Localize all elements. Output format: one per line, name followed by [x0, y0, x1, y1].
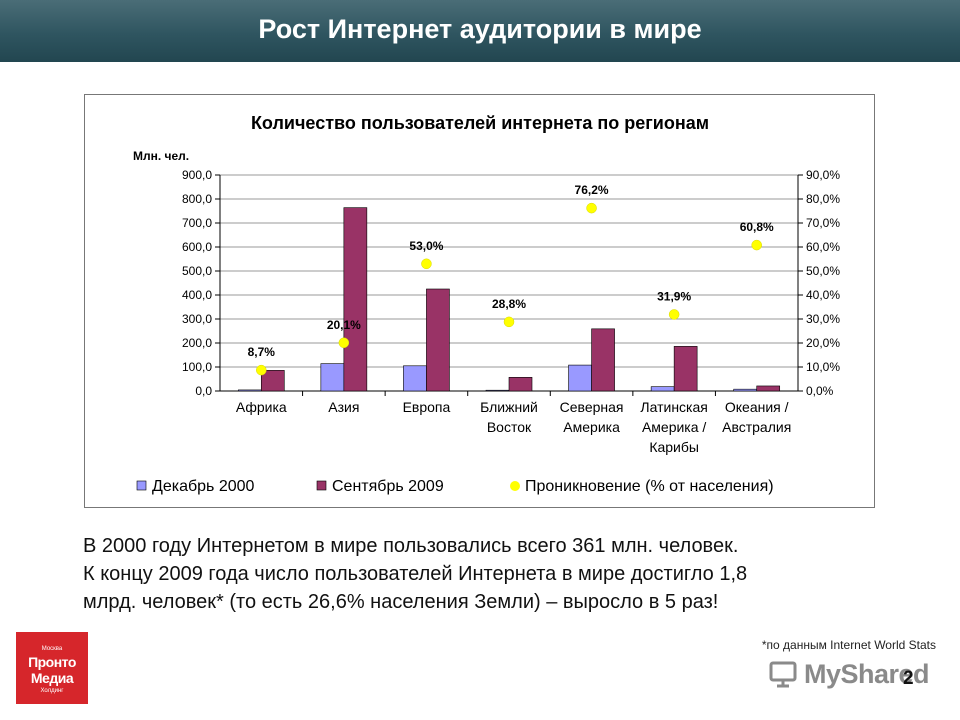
- bar-dec-2000: [650, 386, 675, 392]
- y-tick-label: 300,0: [182, 312, 212, 326]
- y2-tick-label: 60,0%: [806, 240, 840, 254]
- slide-title: Рост Интернет аудитории в мире: [258, 14, 702, 44]
- bar-sep-2009: [591, 328, 615, 392]
- penetration-point: [751, 239, 762, 251]
- penetration-point: [668, 309, 680, 320]
- y2-tick-label: 90,0%: [806, 168, 840, 182]
- penetration-point: [256, 364, 267, 376]
- presentation-icon: [769, 661, 797, 688]
- legend-label: Проникновение (% от населения): [525, 478, 774, 495]
- legend-swatch: [136, 480, 147, 491]
- y-tick-label: 200,0: [182, 336, 212, 350]
- logo-bottom-text: Холдинг: [40, 688, 64, 694]
- data-label: 53,0%: [409, 239, 443, 253]
- x-tick-label: Америка: [563, 419, 620, 435]
- y2-tick-label: 40,0%: [806, 288, 840, 302]
- data-label: 60,8%: [740, 220, 774, 234]
- y-tick-label: 400,0: [182, 288, 212, 302]
- body-line-3: млрд. человек* (то есть 26,6% населения …: [83, 591, 719, 613]
- legend-label: Декабрь 2000: [152, 478, 255, 495]
- logo-line-2: Медиа: [30, 670, 74, 686]
- bar-sep-2009: [426, 288, 450, 392]
- bar-sep-2009: [343, 207, 368, 392]
- y-tick-label: 700,0: [182, 216, 212, 230]
- x-tick-label: Австралия: [722, 419, 791, 435]
- x-tick-label: Океания /: [725, 399, 789, 415]
- x-tick-label: Ближний: [480, 399, 538, 415]
- y2-tick-label: 30,0%: [806, 312, 840, 326]
- myshared-watermark: MyShared: [768, 656, 930, 692]
- y-tick-label: 800,0: [182, 192, 212, 206]
- x-tick-label: Северная: [560, 399, 624, 415]
- y2-tick-label: 0,0%: [806, 384, 834, 398]
- x-tick-label: Карибы: [649, 439, 699, 455]
- data-label: 28,8%: [492, 297, 526, 311]
- x-tick-label: Восток: [487, 419, 532, 435]
- y2-tick-label: 80,0%: [806, 192, 840, 206]
- bar-sep-2009: [756, 385, 781, 392]
- data-label: 20,1%: [327, 318, 361, 332]
- y-axis-label: Млн. чел.: [133, 149, 189, 163]
- x-tick-label: Латинская: [640, 399, 707, 415]
- pronto-media-logo: Москва Пронто Медиа Холдинг: [16, 632, 88, 704]
- bar-sep-2009: [260, 370, 285, 392]
- bar-sep-2009: [508, 377, 533, 392]
- data-label: 31,9%: [657, 289, 691, 303]
- plot-area: [219, 174, 799, 392]
- bar-dec-2000: [403, 365, 427, 392]
- logo-line-1: Пронто: [28, 654, 76, 670]
- page-number: 2: [903, 668, 914, 689]
- bar-dec-2000: [320, 363, 345, 392]
- y-tick-label: 100,0: [182, 360, 212, 374]
- penetration-point: [421, 258, 432, 270]
- y-tick-label: 600,0: [182, 240, 212, 254]
- x-tick-label: Европа: [403, 399, 451, 415]
- bar-dec-2000: [237, 389, 262, 392]
- chart-frame: Количество пользователей интернета по ре…: [84, 94, 875, 508]
- y-tick-label: 0,0: [195, 384, 212, 398]
- legend-swatch: [316, 480, 327, 491]
- y2-tick-label: 50,0%: [806, 264, 840, 278]
- bar-dec-2000: [485, 389, 510, 392]
- penetration-point: [338, 337, 350, 349]
- penetration-point: [503, 316, 515, 328]
- x-tick-label: Азия: [328, 399, 359, 415]
- legend-label: Сентябрь 2009: [332, 478, 444, 495]
- body-text: В 2000 году Интернетом в мире пользовали…: [83, 532, 883, 616]
- y2-tick-label: 70,0%: [806, 216, 840, 230]
- watermark-text: MyShared: [804, 658, 930, 689]
- chart-title: Количество пользователей интернета по ре…: [251, 113, 709, 133]
- source-footnote: *по данным Internet World Stats: [761, 638, 936, 652]
- bar-sep-2009: [673, 346, 698, 392]
- title-bar: Рост Интернет аудитории в мире: [0, 0, 960, 62]
- logo-top-text: Москва: [41, 646, 63, 652]
- y2-tick-label: 20,0%: [806, 336, 840, 350]
- y2-tick-label: 10,0%: [806, 360, 840, 374]
- internet-users-chart: Количество пользователей интернета по ре…: [133, 113, 840, 495]
- data-label: 76,2%: [575, 183, 609, 197]
- x-tick-label: Америка /: [642, 419, 706, 435]
- x-tick-label: Африка: [236, 399, 287, 415]
- body-line-1: В 2000 году Интернетом в мире пользовали…: [83, 535, 739, 557]
- y-tick-label: 900,0: [182, 168, 212, 182]
- body-line-2: К концу 2009 года число пользователей Ин…: [83, 563, 748, 585]
- bar-dec-2000: [733, 388, 758, 392]
- legend-swatch: [510, 481, 520, 491]
- bar-dec-2000: [568, 364, 592, 392]
- penetration-point: [586, 202, 597, 214]
- y-tick-label: 500,0: [182, 264, 212, 278]
- data-label: 8,7%: [248, 345, 276, 359]
